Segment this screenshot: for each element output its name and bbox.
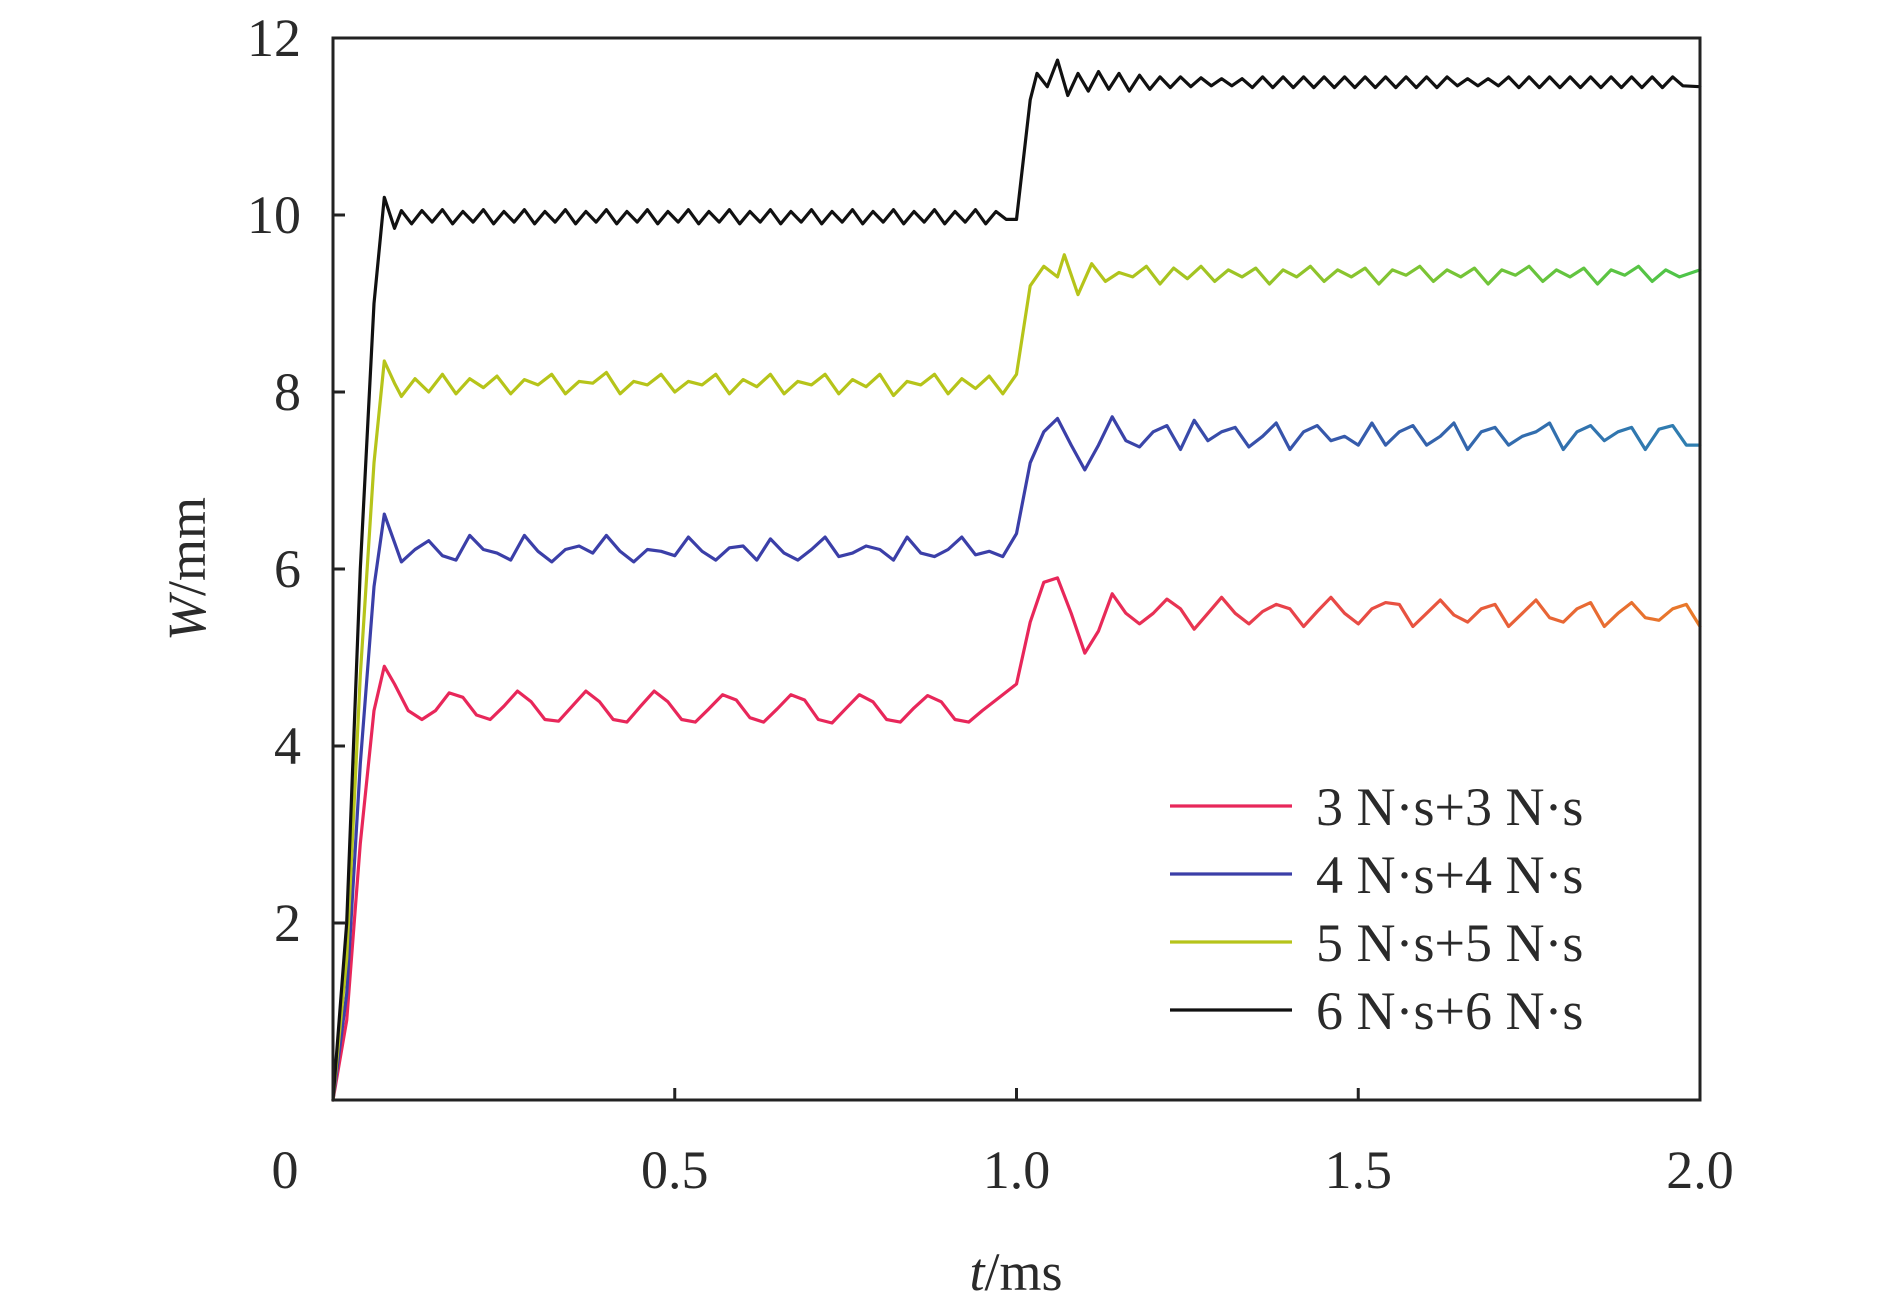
x-tick-label: 1.5: [1325, 1140, 1393, 1200]
series-line-3: [331, 253, 1702, 1102]
x-axis-title: t/ms: [969, 1242, 1062, 1302]
y-tick-label: 8: [274, 362, 301, 422]
x-tick-label: 2.0: [1666, 1140, 1734, 1200]
y-tick-label: 12: [247, 8, 301, 68]
x-tick-label: 1.0: [983, 1140, 1051, 1200]
y-axis-variable: W: [157, 591, 217, 641]
y-tick-label: 10: [247, 185, 301, 245]
series-line-1: [331, 576, 1702, 1102]
y-tick-label: 2: [274, 893, 301, 953]
legend: 3 N·s+3 N·s 4 N·s+4 N·s 5 N·s+5 N·s 6 N·s+6…: [1170, 777, 1583, 1041]
x-axis-variable: t: [969, 1242, 986, 1302]
series-line-4: [331, 58, 1702, 1102]
legend-label: 4 N·s+4 N·s: [1316, 845, 1583, 905]
y-axis-unit: /mm: [157, 497, 217, 596]
series-line-2: [331, 415, 1702, 1102]
x-tick-label: 0.5: [641, 1140, 709, 1200]
y-tick-label: 6: [274, 539, 301, 599]
legend-label: 3 N·s+3 N·s: [1316, 777, 1583, 837]
legend-label: 6 N·s+6 N·s: [1316, 981, 1583, 1041]
legend-label: 5 N·s+5 N·s: [1316, 913, 1583, 973]
y-tick-label: 4: [274, 716, 301, 776]
x-axis-ticks: 0 0.5 1.0 1.5 2.0: [272, 1088, 1734, 1200]
y-axis-ticks: 2 4 6 8 10 12: [247, 8, 345, 953]
series-layer: [331, 58, 1702, 1102]
y-axis-title: W/mm: [157, 497, 217, 641]
x-axis-unit: /ms: [984, 1242, 1062, 1302]
x-tick-label: 0: [272, 1140, 299, 1200]
